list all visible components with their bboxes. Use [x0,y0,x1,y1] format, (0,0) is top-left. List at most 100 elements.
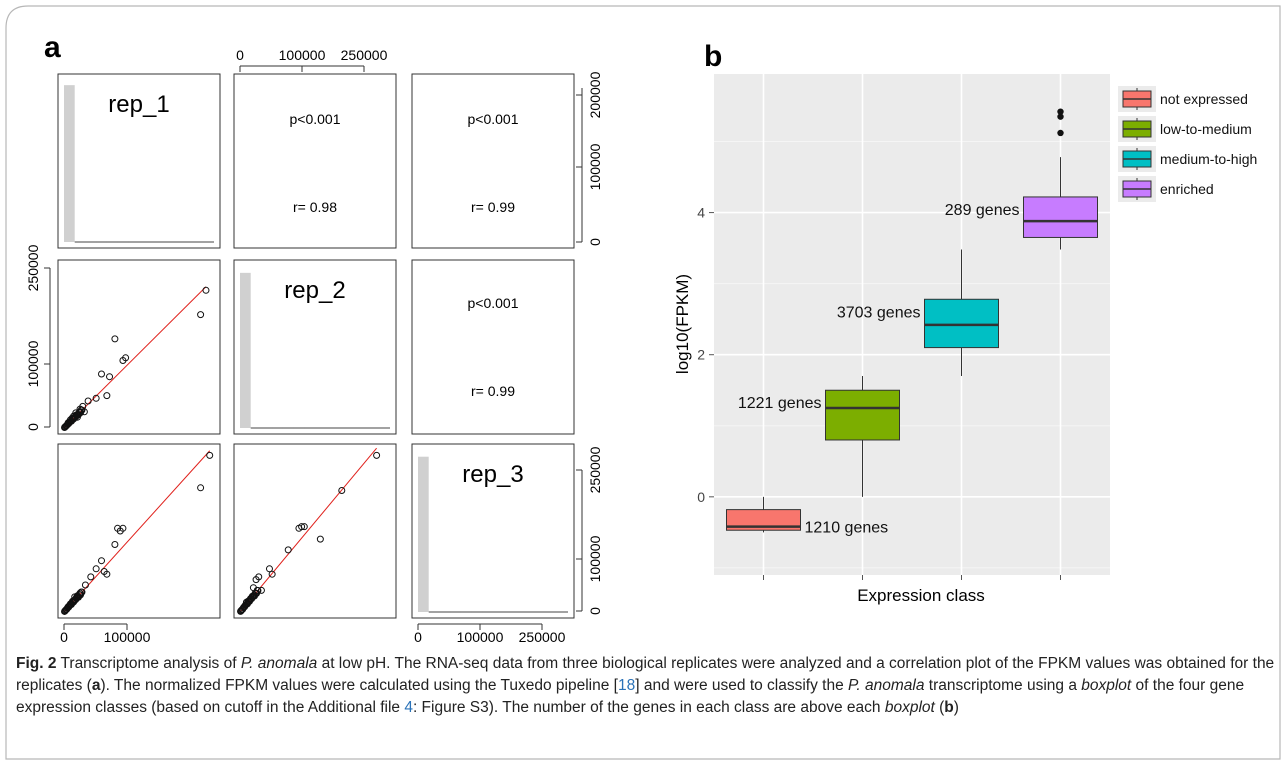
histogram-bar [240,272,251,428]
legend-label: low-to-medium [1160,121,1252,137]
caption-text: transcriptome using a [924,677,1082,694]
boxplot-plot-area [714,74,1110,575]
cell-1-3 [411,73,575,249]
figure-caption: Fig. 2 Transcriptome analysis of P. anom… [16,653,1276,719]
top-tick-250000: 250000 [341,47,388,63]
scatter-point [98,557,105,565]
caption-ref[interactable]: 18 [617,677,636,694]
regression-line [239,447,377,613]
scatter-point [265,565,273,573]
scatter-point [242,598,250,606]
scatter-point [247,595,255,602]
scatter-point [197,311,205,319]
y-tick-label: 2 [697,347,705,363]
stat-p-1-3: p<0.001 [468,111,519,127]
scatter-point [373,451,381,459]
right-bottom-tick-100000: 100000 [587,535,603,582]
figure-border [5,5,1281,760]
scatter-point [249,584,257,592]
top-axis [239,65,365,72]
legend-label: enriched [1160,181,1214,197]
bottom-axis-left [63,623,128,630]
caption-text: Transcriptome analysis of [56,655,241,672]
panel-a-grid [57,73,575,619]
y-tick-label: 4 [697,205,705,221]
caption-text: : Figure S3). The number of the genes in… [412,699,885,716]
right-top-tick-200000: 200000 [587,71,603,118]
scatter-point [84,397,92,405]
y-tick-label: 0 [697,489,705,505]
scatter-point [103,392,111,400]
scatter-rep3-vs-rep1 [61,450,214,615]
bottom-right-tick-250000: 250000 [519,629,566,645]
caption-italic: boxplot [884,699,935,716]
histogram-rep1 [64,85,214,243]
bottom-axis-right [417,623,543,630]
scatter-point [240,603,248,611]
scatter-point [284,546,292,554]
diag-label-rep3: rep_3 [462,461,523,488]
box-0 [726,509,801,531]
stat-p-1-2: p<0.001 [290,111,341,127]
outlier-point [1057,108,1064,115]
scatter-point [87,573,95,581]
caption-body: Transcriptome analysis of P. anomala at … [16,655,1274,716]
scatter-point [72,409,80,417]
box-3 [1023,196,1098,238]
right-bottom-tick-250000: 250000 [587,446,603,493]
caption-italic: P. anomala [848,677,925,694]
scatter-point [206,451,214,459]
cell-1-2 [233,73,397,249]
outlier-point [1057,129,1064,137]
scatter-point [98,370,105,378]
diag-label-rep1: rep_1 [108,91,169,118]
stat-r-1-3: r= 0.99 [471,199,515,215]
scatter-point [106,373,114,381]
histogram-rep2 [240,272,390,429]
scatter-point [316,535,324,543]
cell-2-3 [411,259,575,435]
bottom-left-tick-100000: 100000 [104,629,151,645]
bottom-left-tick-0: 0 [60,629,68,645]
diag-label-rep2: rep_2 [284,277,345,304]
scatter-point [300,523,308,531]
scatter-point [122,354,130,362]
stat-r-2-3: r= 0.99 [471,383,515,399]
stat-p-2-3: p<0.001 [468,295,519,311]
scatter-point [338,487,346,494]
histogram-bar [64,85,75,243]
left-axis [44,267,51,428]
boxplot-x-label: Expression class [857,586,985,605]
count-label: 1210 genes [805,520,889,537]
scatter-point [268,570,276,578]
outlier-point [1057,113,1064,120]
right-axis-bottom [576,469,583,612]
top-tick-0: 0 [236,47,244,63]
legend-label: medium-to-high [1160,151,1257,167]
left-tick-250000: 250000 [25,244,41,291]
stat-r-1-2: r= 0.98 [293,199,337,215]
scatter-point [92,565,100,573]
histogram-bar [418,456,429,612]
right-top-tick-0: 0 [587,238,603,246]
caption-ref[interactable]: 4 [404,699,413,716]
right-axis-top [576,88,583,243]
scatter-point [202,286,210,294]
boxplot-gridlines [714,74,1110,575]
scatter-point [255,573,263,581]
right-bottom-tick-0: 0 [587,607,603,615]
caption-bold: b [944,699,954,716]
caption-text: at low pH. The RNA-seq data from three b… [16,655,1275,694]
cell-1-1 [57,73,221,249]
boxplot-y-axis: 0 2 4 [697,205,1061,580]
top-tick-100000: 100000 [279,47,326,63]
scatter-point [111,335,119,343]
scatter-point [257,586,265,594]
caption-bold: a [91,677,101,694]
boxplot-y-label: log10(FPKM) [673,274,692,374]
cell-3-1 [57,443,221,619]
left-tick-0: 0 [25,423,41,431]
count-label: 1221 genes [738,395,822,412]
scatter-point [76,589,84,597]
